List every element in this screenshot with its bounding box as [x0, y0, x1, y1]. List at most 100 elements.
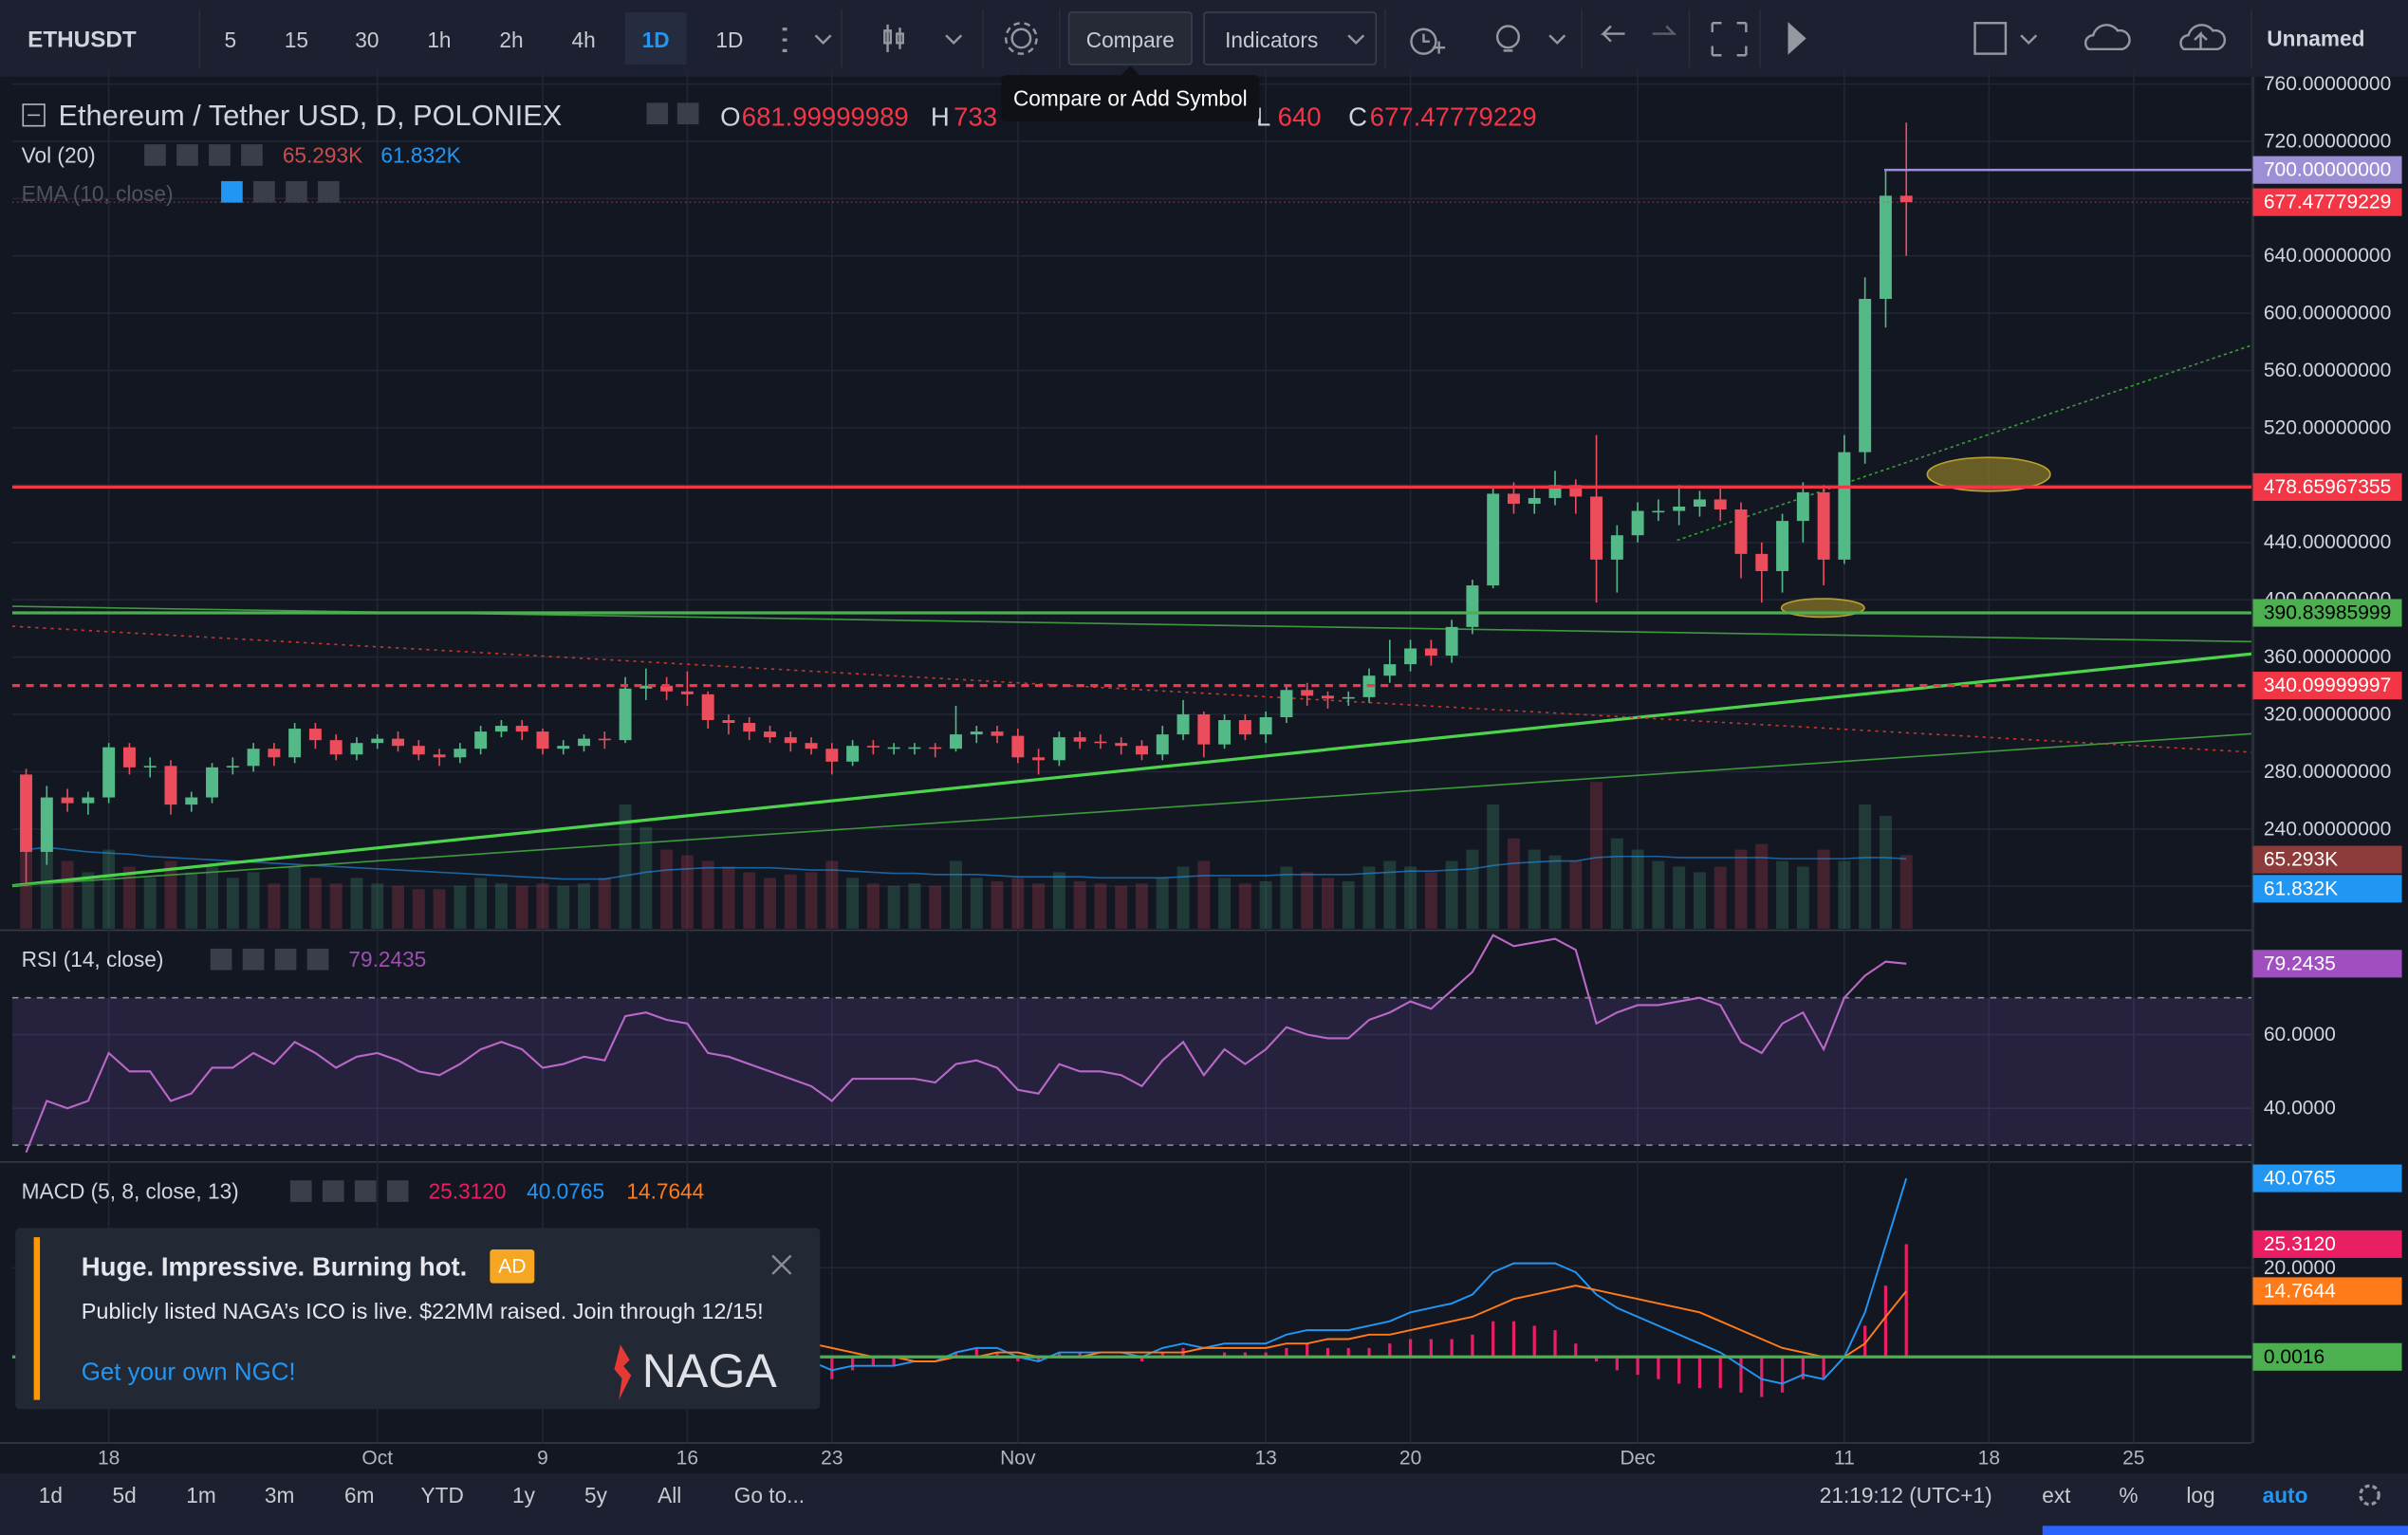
candle-body	[1342, 696, 1355, 699]
range: YTD	[421, 1483, 464, 1507]
macd-histogram-bar	[1450, 1339, 1454, 1358]
compare-button[interactable]	[1067, 11, 1193, 65]
volume-bar	[536, 883, 549, 929]
interval[interactable]: 30	[355, 28, 379, 52]
candle-body	[866, 746, 880, 748]
ad-cta[interactable]: Get your own NGC!	[82, 1359, 296, 1385]
volume-bar	[1238, 883, 1251, 929]
indicators[interactable]: Indicators	[1225, 28, 1318, 52]
candle-body	[1528, 497, 1541, 504]
candle-body	[805, 743, 818, 749]
interval[interactable]: 15	[285, 28, 308, 52]
candle-body	[1218, 720, 1232, 745]
volume-bar	[454, 885, 467, 929]
candle-body	[1693, 499, 1706, 508]
range: 1m	[186, 1483, 215, 1507]
price-tag	[2252, 156, 2402, 184]
range: 5d	[113, 1483, 137, 1507]
candle-body	[991, 731, 1004, 736]
clock: 21:19:12 (UTC+1)	[1820, 1483, 1992, 1507]
ohlc-label: C	[1348, 102, 1367, 131]
ad-banner[interactable]: Huge. Impressive. Burning hot. AD Public…	[15, 1228, 821, 1410]
interval[interactable]: 5	[224, 28, 236, 52]
volume-bar	[1693, 872, 1706, 929]
candle-body	[1032, 757, 1046, 761]
macd-histogram-bar	[1306, 1343, 1309, 1358]
candle-body	[1466, 585, 1479, 627]
candle-body	[1156, 734, 1169, 755]
y-tick-label: 640.00000000	[2264, 245, 2391, 267]
compare[interactable]: Compare	[1086, 28, 1175, 52]
y-tick-label: 720.00000000	[2264, 130, 2391, 152]
volume-bar	[102, 849, 116, 929]
volume-bar	[1838, 860, 1851, 929]
macd-histogram-bar	[995, 1352, 999, 1358]
volume-bar	[1755, 843, 1769, 929]
goto[interactable]: Go to...	[734, 1483, 805, 1507]
price-tag-label: 340.09999997	[2264, 675, 2391, 696]
volume-bar	[1445, 860, 1458, 929]
volume-bar	[846, 878, 860, 929]
volume-bar	[680, 855, 694, 929]
volume-bar	[598, 878, 611, 929]
volume-bar	[1899, 855, 1913, 929]
candle-body	[1094, 741, 1107, 744]
candle-body	[1673, 507, 1686, 511]
settings-icon[interactable]	[2359, 1484, 2380, 1507]
legend-icons	[144, 102, 699, 1202]
interval[interactable]: 4h	[571, 28, 595, 52]
volume-bar	[82, 872, 95, 929]
range: 1d	[39, 1483, 63, 1507]
y-tick-label: 240.00000000	[2264, 818, 2391, 840]
macd-histogram-bar	[1346, 1347, 1350, 1358]
y-tick-label: 560.00000000	[2264, 360, 2391, 381]
volume-bar	[1631, 849, 1644, 929]
volume-bar	[929, 885, 942, 929]
volume-bar	[578, 883, 590, 929]
candle-body	[1487, 493, 1500, 586]
volume-bar	[1404, 866, 1417, 929]
price-tag	[2252, 1164, 2402, 1193]
layout-name[interactable]: Unnamed	[2267, 26, 2364, 50]
volume-bar	[866, 883, 880, 929]
volume-bar	[1011, 878, 1025, 929]
price-tag-label: 40.0765	[2264, 1168, 2336, 1190]
collapse-icon[interactable]	[22, 103, 46, 127]
macd-histogram-bar	[974, 1347, 978, 1358]
candle-body	[1136, 746, 1148, 755]
ad-logo-mark	[614, 1344, 632, 1400]
symbol[interactable]: ETHUSDT	[28, 28, 137, 53]
candle-body	[122, 747, 136, 768]
range: 1y	[512, 1483, 536, 1507]
active-interval[interactable]	[624, 11, 687, 65]
indicators-button[interactable]	[1203, 11, 1378, 65]
volume-bar	[991, 880, 1004, 929]
ad-badge	[490, 1249, 535, 1284]
macd-histogram-bar	[954, 1352, 958, 1358]
interval[interactable]: 1D	[715, 28, 743, 52]
macd-hist-value: 25.3120	[429, 1179, 507, 1204]
volume-bar	[1032, 883, 1046, 929]
interval[interactable]: 1D	[642, 28, 670, 52]
axis-option: auto	[2263, 1483, 2308, 1507]
y-tick-label: 320.00000000	[2264, 703, 2391, 725]
candle-body	[412, 746, 425, 755]
ohlc-value: 681.99999989	[742, 102, 909, 131]
range: 5y	[584, 1483, 608, 1507]
price-tag-label: 700.00000000	[2264, 159, 2391, 181]
interval[interactable]: 1h	[427, 28, 451, 52]
toolbar-texts: ETHUSDT Compare Indicators Unnamed 5 15 30…	[28, 26, 2364, 52]
interval[interactable]: 2h	[499, 28, 523, 52]
x-tick-label: Oct	[361, 1448, 393, 1470]
volume-bar	[1817, 849, 1830, 929]
x-tick-label: 20	[1399, 1448, 1421, 1470]
range: All	[658, 1483, 681, 1507]
macd-histogram-bar	[1615, 1357, 1619, 1371]
volume-bar	[1362, 866, 1376, 929]
volume-bar	[1796, 866, 1809, 929]
macd-histogram-bar	[1264, 1352, 1268, 1358]
candle-body	[1445, 626, 1458, 657]
y-tick-label: 280.00000000	[2264, 761, 2391, 783]
ad-close[interactable]	[771, 1254, 792, 1275]
